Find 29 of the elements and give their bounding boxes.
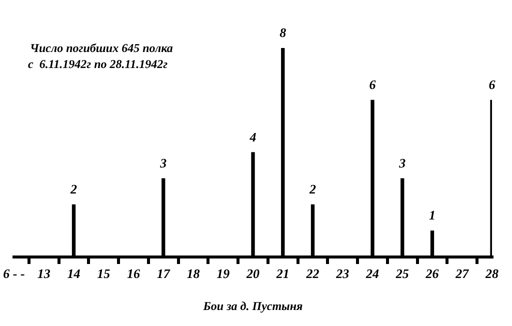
data-label: 2 — [70, 182, 78, 197]
data-label: 6 — [488, 77, 496, 92]
x-tick-label: 28 — [484, 266, 499, 282]
x-tick-label: 6 - - — [3, 266, 25, 282]
x-tick-label: 25 — [394, 266, 410, 282]
x-axis-title: Бои за д. Пустыня — [202, 298, 303, 313]
x-tick-label: 27 — [454, 266, 470, 282]
x-tick-label: 22 — [305, 266, 320, 282]
x-tick-label: 13 — [37, 266, 51, 282]
x-tick-label: 15 — [97, 266, 111, 282]
x-tick-label: 20 — [246, 266, 260, 282]
data-label: 2 — [308, 182, 316, 197]
data-label: 6 — [369, 77, 376, 92]
x-tick-label: 24 — [365, 266, 380, 282]
data-label: 1 — [429, 208, 436, 223]
chart-title: Число погибших 645 полка — [30, 41, 173, 55]
x-tick-label: 18 — [186, 266, 200, 282]
x-tick-label: 14 — [67, 266, 81, 282]
x-tick-label: 23 — [335, 266, 350, 282]
data-label: 3 — [159, 155, 168, 170]
x-tick-label: 21 — [275, 266, 290, 282]
data-label: 3 — [398, 155, 406, 170]
x-tick-label: 16 — [127, 266, 140, 282]
x-tick-label: 26 — [424, 266, 440, 282]
x-tick-label: 19 — [216, 266, 230, 282]
data-label: 4 — [248, 129, 257, 144]
data-label: 8 — [280, 24, 287, 40]
x-tick-label: 17 — [156, 266, 170, 282]
text: с 6.11.1942г по 28.11.1942г — [28, 57, 168, 71]
